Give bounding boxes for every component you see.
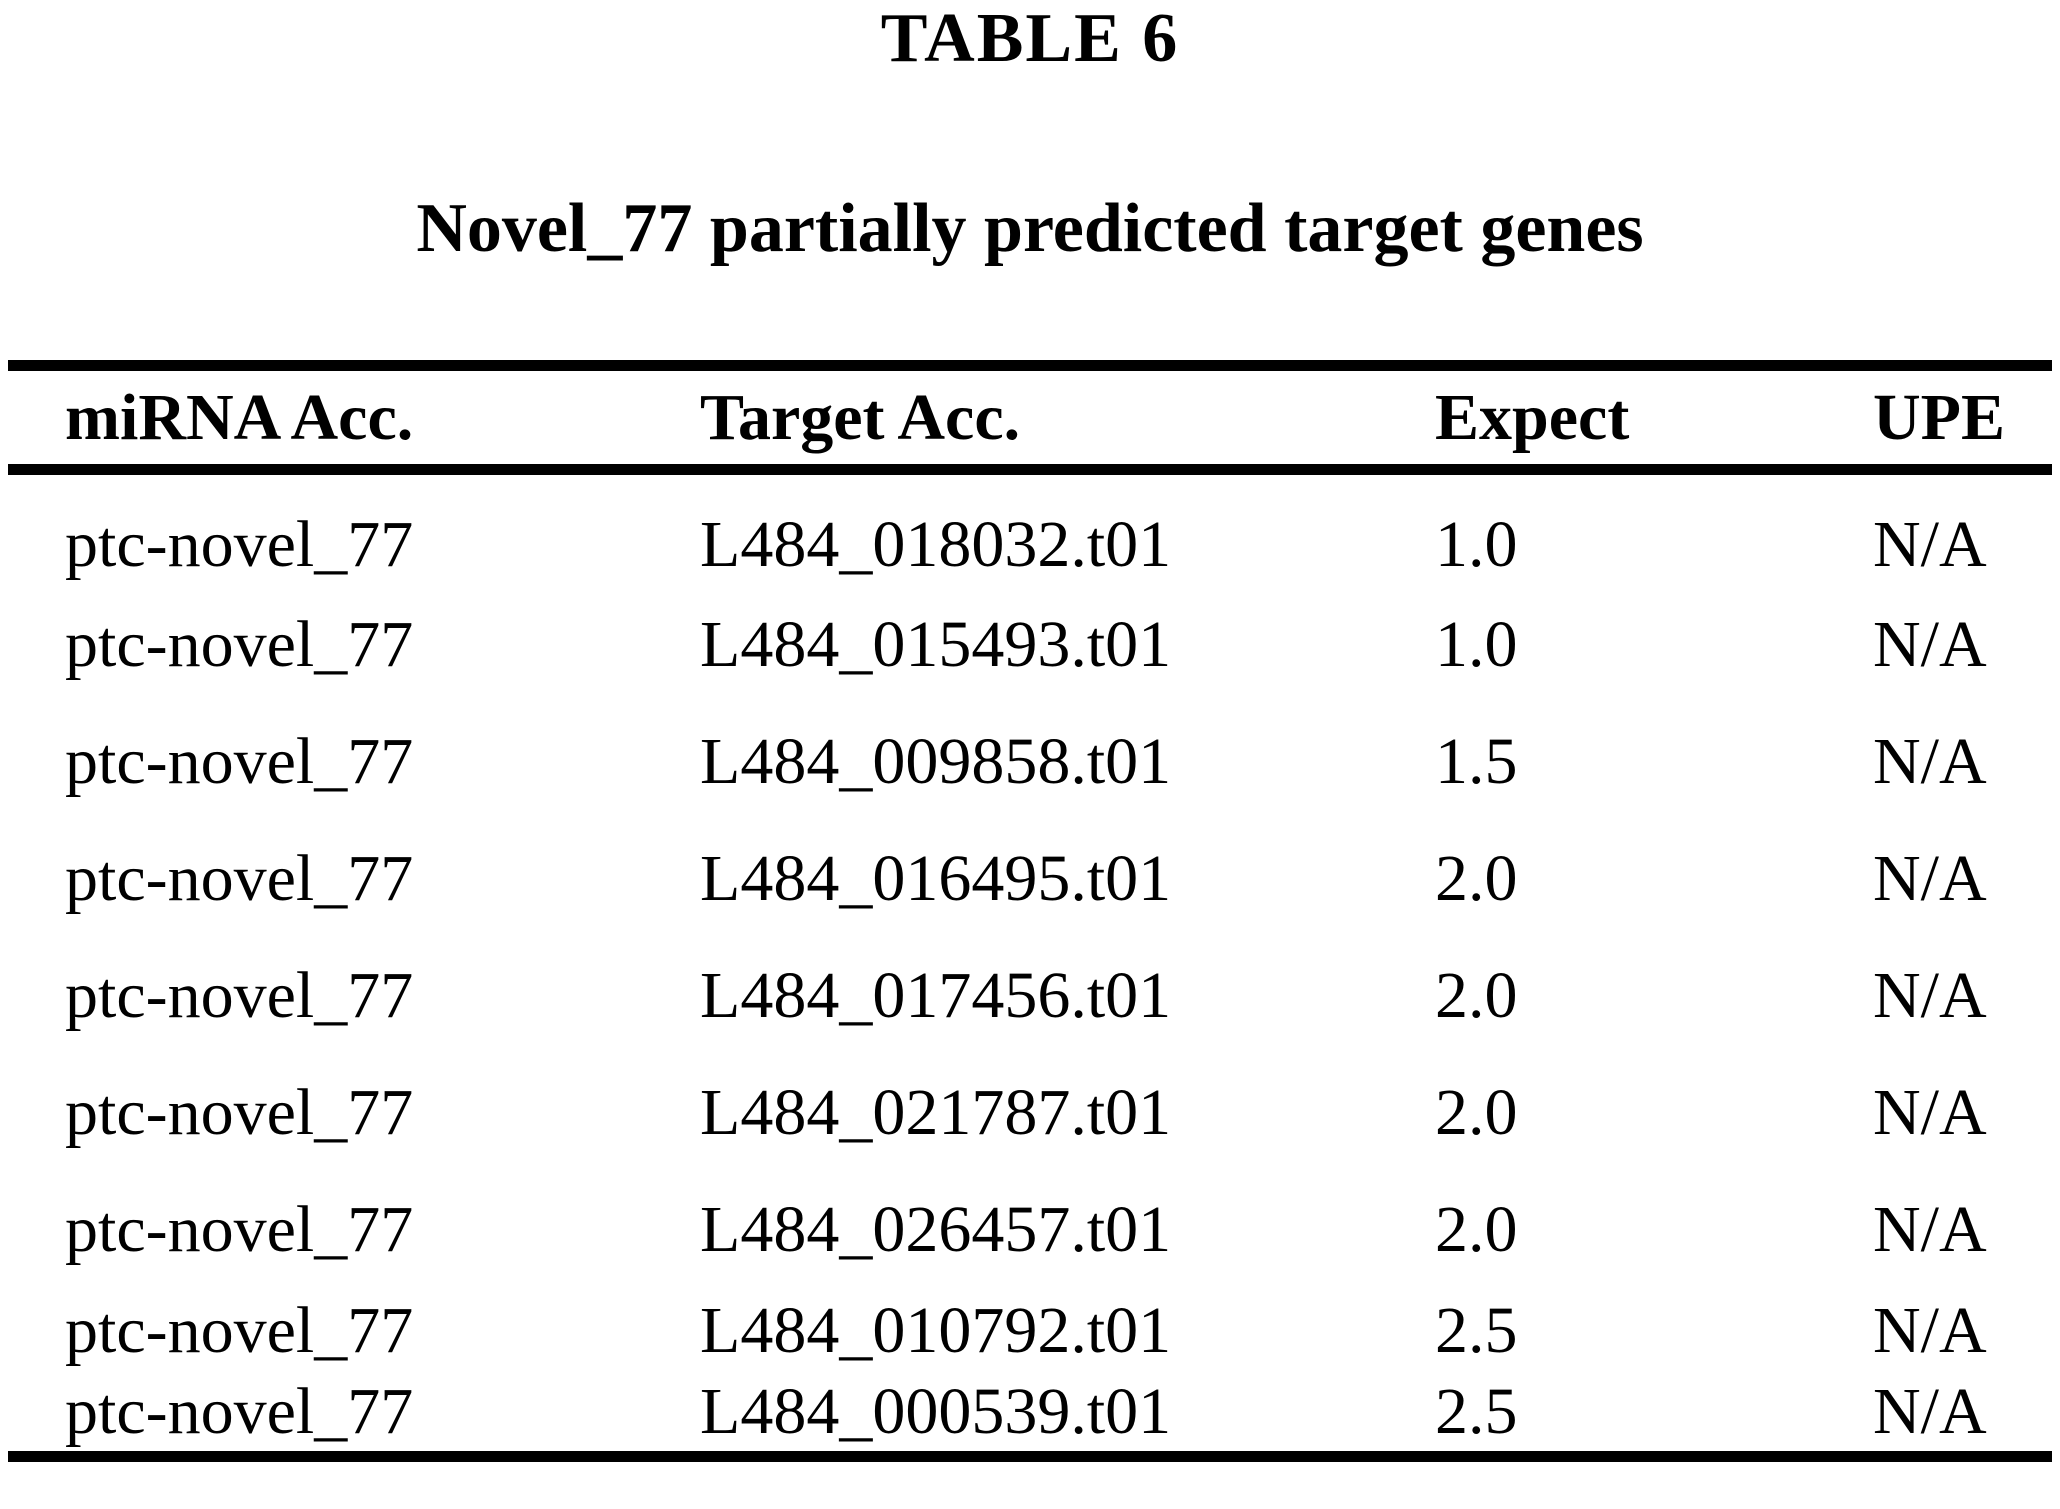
cell-target-acc: L484_015493.t01 bbox=[700, 608, 1172, 681]
cell-target-acc: L484_000539.t01 bbox=[700, 1374, 1172, 1448]
cell-upe: N/A bbox=[1873, 959, 1987, 1032]
cell-target-acc: L484_017456.t01 bbox=[700, 959, 1172, 1032]
table-row: ptc-novel_77 L484_017456.t01 2.0 N/A bbox=[8, 938, 2052, 1055]
cell-mirna-acc: ptc-novel_77 bbox=[65, 1076, 414, 1149]
table-row: ptc-novel_77 L484_000539.t01 2.5 N/A bbox=[8, 1373, 2052, 1457]
table-row: ptc-novel_77 L484_009858.t01 1.5 N/A bbox=[8, 704, 2052, 821]
cell-upe: N/A bbox=[1873, 1193, 1987, 1266]
cell-upe: N/A bbox=[1873, 1076, 1987, 1149]
column-header-upe: UPE bbox=[1873, 365, 2052, 475]
table-label: TABLE 6 bbox=[880, 0, 1180, 77]
table-row: ptc-novel_77 L484_018032.t01 1.0 N/A bbox=[8, 470, 2052, 587]
cell-mirna-acc: ptc-novel_77 bbox=[65, 1193, 414, 1266]
cell-upe: N/A bbox=[1873, 507, 1987, 581]
cell-expect: 2.0 bbox=[1435, 1193, 1518, 1266]
cell-mirna-acc: ptc-novel_77 bbox=[65, 959, 414, 1032]
cell-expect: 2.5 bbox=[1435, 1374, 1518, 1448]
cell-mirna-acc: ptc-novel_77 bbox=[65, 1293, 414, 1367]
cell-upe: N/A bbox=[1873, 1374, 1987, 1448]
table-row: ptc-novel_77 L484_026457.t01 2.0 N/A bbox=[8, 1172, 2052, 1289]
cell-target-acc: L484_016495.t01 bbox=[700, 842, 1172, 915]
cell-target-acc: L484_010792.t01 bbox=[700, 1293, 1172, 1367]
cell-mirna-acc: ptc-novel_77 bbox=[65, 842, 414, 915]
table-row: ptc-novel_77 L484_016495.t01 2.0 N/A bbox=[8, 821, 2052, 938]
cell-upe: N/A bbox=[1873, 842, 1987, 915]
cell-expect: 2.0 bbox=[1435, 842, 1518, 915]
cell-mirna-acc: ptc-novel_77 bbox=[65, 1374, 414, 1448]
cell-expect: 2.0 bbox=[1435, 1076, 1518, 1149]
cell-expect: 1.0 bbox=[1435, 507, 1518, 581]
target-genes-table: miRNA Acc. Target Acc. Expect UPE ptc-no… bbox=[8, 360, 2052, 1462]
cell-target-acc: L484_009858.t01 bbox=[700, 725, 1172, 798]
cell-upe: N/A bbox=[1873, 608, 1987, 681]
table-row: ptc-novel_77 L484_015493.t01 1.0 N/A bbox=[8, 587, 2052, 704]
cell-expect: 1.5 bbox=[1435, 725, 1518, 798]
column-header-mirna-acc: miRNA Acc. bbox=[8, 365, 700, 475]
cell-expect: 2.5 bbox=[1435, 1293, 1518, 1367]
table-row: ptc-novel_77 L484_010792.t01 2.5 N/A bbox=[8, 1289, 2052, 1373]
cell-target-acc: L484_018032.t01 bbox=[700, 507, 1172, 581]
header-row: miRNA Acc. Target Acc. Expect UPE bbox=[8, 365, 2052, 475]
table-title: Novel_77 partially predicted target gene… bbox=[416, 190, 1644, 267]
column-header-target-acc: Target Acc. bbox=[700, 365, 1435, 475]
cell-mirna-acc: ptc-novel_77 bbox=[65, 507, 414, 581]
cell-upe: N/A bbox=[1873, 725, 1987, 798]
column-header-expect: Expect bbox=[1435, 365, 1873, 475]
table-body: ptc-novel_77 L484_018032.t01 1.0 N/A ptc-nov… bbox=[8, 470, 2052, 1457]
cell-mirna-acc: ptc-novel_77 bbox=[65, 725, 414, 798]
cell-target-acc: L484_021787.t01 bbox=[700, 1076, 1172, 1149]
cell-mirna-acc: ptc-novel_77 bbox=[65, 608, 414, 681]
cell-expect: 1.0 bbox=[1435, 608, 1518, 681]
table-row: ptc-novel_77 L484_021787.t01 2.0 N/A bbox=[8, 1055, 2052, 1172]
cell-expect: 2.0 bbox=[1435, 959, 1518, 1032]
cell-upe: N/A bbox=[1873, 1293, 1987, 1367]
cell-target-acc: L484_026457.t01 bbox=[700, 1193, 1172, 1266]
